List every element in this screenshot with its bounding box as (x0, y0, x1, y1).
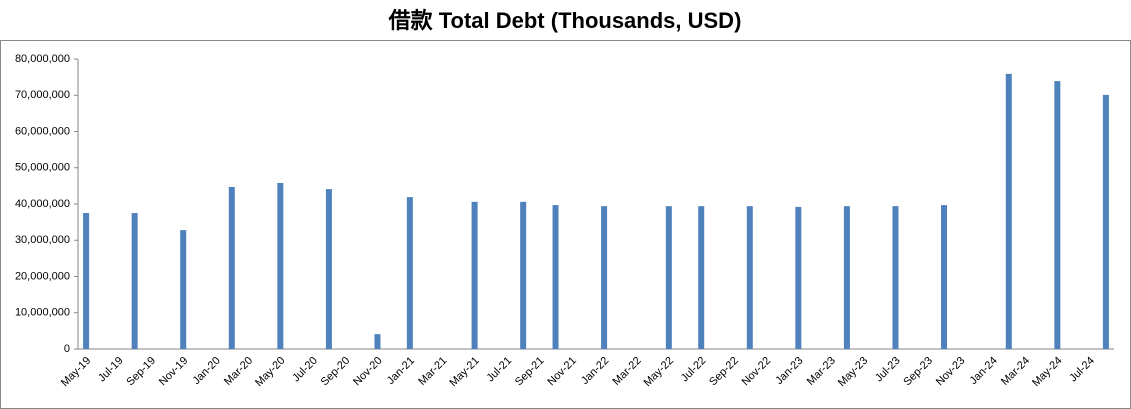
x-tick-label: Nov-20 (351, 355, 385, 389)
bar (277, 182, 284, 349)
x-tick-label: Sep-23 (901, 355, 935, 389)
bar (843, 206, 850, 349)
y-tick-label: 60,000,000 (15, 125, 70, 137)
bar (746, 206, 753, 349)
bar (325, 189, 332, 349)
x-tick-label: May-21 (447, 355, 481, 389)
bar (665, 206, 672, 349)
bar (795, 206, 802, 349)
x-tick-label: Jan-21 (385, 355, 417, 387)
chart-frame (0, 40, 1131, 409)
bar (374, 334, 381, 349)
x-tick-label: Jan-24 (967, 355, 999, 387)
x-tick-label: Jul-20 (290, 355, 320, 385)
x-tick-label: Mar-23 (805, 355, 838, 388)
x-tick-label: Jan-20 (190, 355, 222, 387)
x-tick-label: Nov-23 (934, 355, 968, 389)
bar (1005, 73, 1012, 350)
x-tick-label: May-20 (253, 355, 287, 389)
y-tick-label: 70,000,000 (15, 89, 70, 101)
bar (552, 205, 559, 349)
y-tick-label: 10,000,000 (15, 307, 70, 319)
x-tick-label: Jan-22 (579, 355, 611, 387)
x-tick-label: Sep-21 (513, 355, 547, 389)
x-tick-label: May-24 (1030, 355, 1064, 389)
x-tick-label: Mar-24 (999, 355, 1032, 388)
x-tick-label: Nov-22 (740, 355, 774, 389)
bar (1102, 94, 1109, 349)
x-tick-label: Nov-21 (545, 355, 579, 389)
x-tick-label: May-19 (59, 355, 93, 389)
x-tick-label: Mar-21 (416, 355, 449, 388)
bar (180, 230, 187, 349)
bar (131, 213, 138, 349)
x-tick-label: Sep-20 (319, 355, 353, 389)
bar (520, 201, 527, 349)
x-tick-label: Nov-19 (157, 355, 191, 389)
bar (698, 206, 705, 349)
x-tick-label: Jul-23 (873, 355, 903, 385)
x-tick-label: May-23 (836, 355, 870, 389)
x-tick-label: Jul-22 (679, 355, 709, 385)
bar (406, 197, 413, 349)
x-tick-label: Jan-23 (773, 355, 805, 387)
chart-title: 借款 Total Debt (Thousands, USD) (388, 8, 742, 33)
y-tick-label: 80,000,000 (15, 53, 70, 65)
x-tick-label: May-22 (642, 355, 676, 389)
bar (1054, 81, 1061, 350)
y-tick-label: 0 (64, 343, 70, 355)
x-tick-label: Sep-22 (707, 355, 741, 389)
x-tick-label: Jul-24 (1067, 355, 1097, 385)
y-tick-label: 20,000,000 (15, 270, 70, 282)
bar (228, 186, 235, 349)
bar (601, 206, 608, 349)
bar (892, 206, 899, 349)
x-tick-label: Mar-22 (611, 355, 644, 388)
x-tick-label: Sep-19 (124, 355, 158, 389)
y-tick-label: 30,000,000 (15, 234, 70, 246)
x-tick-label: Mar-20 (222, 355, 255, 388)
y-tick-label: 40,000,000 (15, 198, 70, 210)
x-tick-label: Jul-19 (96, 355, 126, 385)
bar (83, 213, 90, 349)
bar (471, 201, 478, 349)
y-tick-label: 50,000,000 (15, 162, 70, 174)
x-tick-label: Jul-21 (484, 355, 514, 385)
bar (941, 205, 948, 349)
